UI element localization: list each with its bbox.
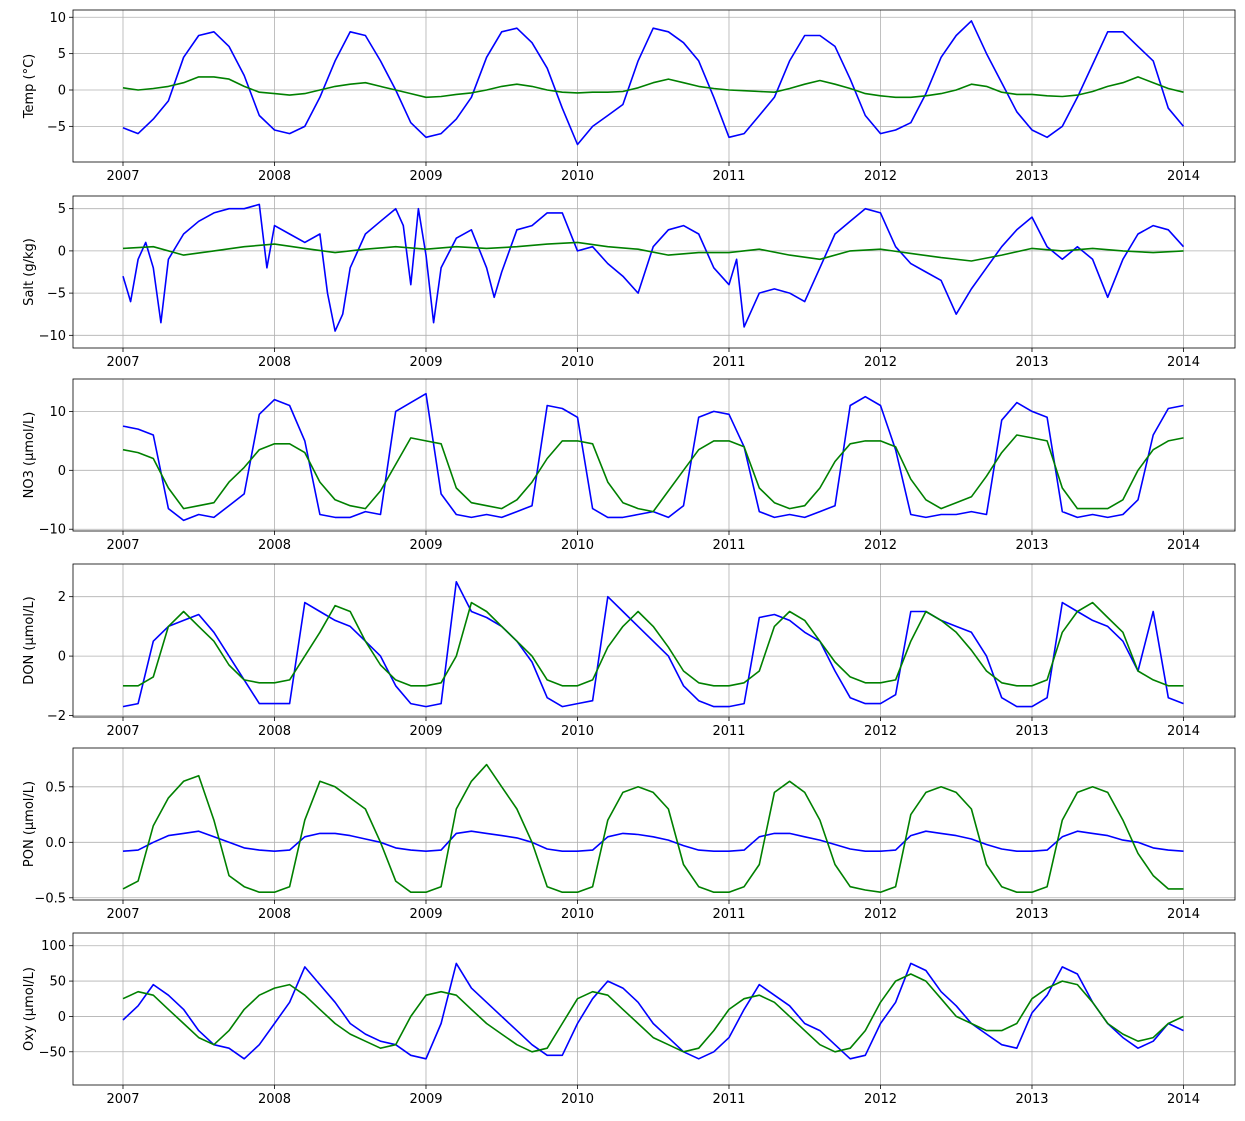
x-tick-label: 2012	[864, 538, 897, 553]
x-tick-label: 2012	[864, 355, 897, 370]
x-tick-label: 2010	[561, 538, 594, 553]
subplot-4: 2007 2008 2009 2010 2011 2012 2013 2014 −2 0 2 DON …	[22, 563, 1236, 739]
y-tick-label: −10	[39, 523, 66, 538]
y-tick-label: 10	[49, 405, 66, 420]
axes-frame	[72, 378, 1236, 532]
x-tick-label: 2007	[106, 355, 139, 370]
y-tick-label: 10	[49, 11, 66, 26]
x-tick-label: 2014	[1167, 169, 1200, 184]
x-tick-label: 2013	[1015, 355, 1048, 370]
y-tick-label: 100	[41, 939, 66, 954]
x-tick-label: 2013	[1015, 169, 1048, 184]
x-tick-label: 2011	[712, 907, 745, 922]
x-tick-label: 2011	[712, 538, 745, 553]
y-tick-label: 2	[58, 590, 66, 605]
x-tick-label: 2012	[864, 169, 897, 184]
x-tick-label: 2009	[409, 724, 442, 739]
x-tick-label: 2007	[106, 907, 139, 922]
axes-frame	[72, 563, 1236, 718]
x-tick-label: 2012	[864, 907, 897, 922]
y-axis-label: Temp (°C)	[22, 54, 37, 120]
x-tick-label: 2013	[1015, 538, 1048, 553]
y-tick-label: −2	[47, 709, 66, 724]
x-tick-label: 2010	[561, 907, 594, 922]
y-axis-label: Salt (g/kg)	[22, 238, 37, 306]
y-tick-label: 5	[58, 47, 66, 62]
x-tick-label: 2013	[1015, 1092, 1048, 1107]
series-line-green	[123, 601, 1184, 687]
y-tick-label: 50	[49, 975, 66, 990]
subplot-1: 2007 2008 2009 2010 2011 2012 2013 2014 −5 0 5 10 Te…	[22, 9, 1236, 184]
x-tick-label: 2013	[1015, 907, 1048, 922]
y-tick-label: 5	[58, 202, 66, 217]
series-line-blue	[122, 581, 1184, 708]
x-tick-label: 2009	[409, 907, 442, 922]
x-tick-label: 2012	[864, 1092, 897, 1107]
x-tick-label: 2010	[561, 355, 594, 370]
x-tick-label: 2010	[561, 724, 594, 739]
series-line-green	[122, 434, 1184, 513]
x-tick-label: 2009	[409, 169, 442, 184]
axes-frame	[72, 747, 1236, 901]
x-tick-label: 2014	[1167, 538, 1200, 553]
x-tick-label: 2014	[1167, 1092, 1200, 1107]
subplot-3: 2007 2008 2009 2010 2011 2012 2013 2014 −10 0 10 NO…	[22, 378, 1236, 553]
series-line-blue	[122, 830, 1184, 852]
axes-frame	[72, 9, 1236, 163]
y-tick-label: −10	[39, 329, 66, 344]
x-tick-label: 2009	[409, 355, 442, 370]
y-tick-label: 0	[58, 464, 66, 479]
series-line-green	[122, 76, 1184, 99]
subplot-2: 2007 2008 2009 2010 2011 2012 2013 2014 −10 −5 0 5 S…	[22, 195, 1236, 370]
series-line-blue	[122, 392, 1184, 522]
y-tick-label: −5	[47, 287, 66, 302]
x-tick-label: 2007	[106, 724, 139, 739]
y-tick-label: 0.0	[45, 836, 66, 851]
y-tick-label: −50	[39, 1045, 66, 1060]
x-tick-label: 2009	[409, 538, 442, 553]
x-tick-label: 2010	[561, 169, 594, 184]
y-axis-label: DON (µmol/L)	[22, 596, 37, 684]
y-axis-label: PON (µmol/L)	[22, 781, 37, 867]
y-tick-label: 0.5	[45, 780, 66, 795]
x-tick-label: 2013	[1015, 724, 1048, 739]
x-tick-label: 2010	[561, 1092, 594, 1107]
x-tick-label: 2009	[409, 1092, 442, 1107]
axes-frame	[72, 932, 1236, 1086]
y-tick-label: −0.5	[34, 891, 66, 906]
y-tick-label: 0	[58, 1010, 66, 1025]
subplot-6: 2007 2008 2009 2010 2011 2012 2013 2014 −50 0 50 10…	[22, 932, 1236, 1107]
x-tick-label: 2014	[1167, 355, 1200, 370]
x-tick-label: 2007	[106, 1092, 139, 1107]
y-axis-label: NO3 (µmol/L)	[22, 412, 37, 499]
x-tick-label: 2008	[258, 355, 291, 370]
subplot-5: 2007 2008 2009 2010 2011 2012 2013 2014 −0.5 0.0 0…	[22, 747, 1236, 922]
axes-frame	[72, 195, 1236, 349]
series-line-blue	[122, 962, 1184, 1060]
series-line-blue	[122, 203, 1185, 332]
y-tick-label: 0	[58, 84, 66, 99]
x-tick-label: 2014	[1167, 724, 1200, 739]
x-tick-label: 2008	[258, 907, 291, 922]
y-axis-label: Oxy (µmol/L)	[22, 967, 37, 1051]
y-tick-label: 0	[58, 244, 66, 259]
x-tick-label: 2012	[864, 724, 897, 739]
x-tick-label: 2008	[258, 724, 291, 739]
x-tick-label: 2007	[106, 538, 139, 553]
x-tick-label: 2007	[106, 169, 139, 184]
x-tick-label: 2014	[1167, 907, 1200, 922]
y-tick-label: 0	[58, 650, 66, 665]
x-tick-label: 2011	[712, 355, 745, 370]
x-tick-label: 2008	[258, 1092, 291, 1107]
series-line-green	[122, 973, 1184, 1053]
x-tick-label: 2011	[712, 169, 745, 184]
y-tick-label: −5	[47, 120, 66, 135]
x-tick-label: 2011	[712, 724, 745, 739]
x-tick-label: 2008	[258, 538, 291, 553]
series-line-green	[122, 241, 1184, 262]
x-tick-label: 2011	[712, 1092, 745, 1107]
series-line-green	[122, 763, 1184, 893]
x-tick-label: 2008	[258, 169, 291, 184]
